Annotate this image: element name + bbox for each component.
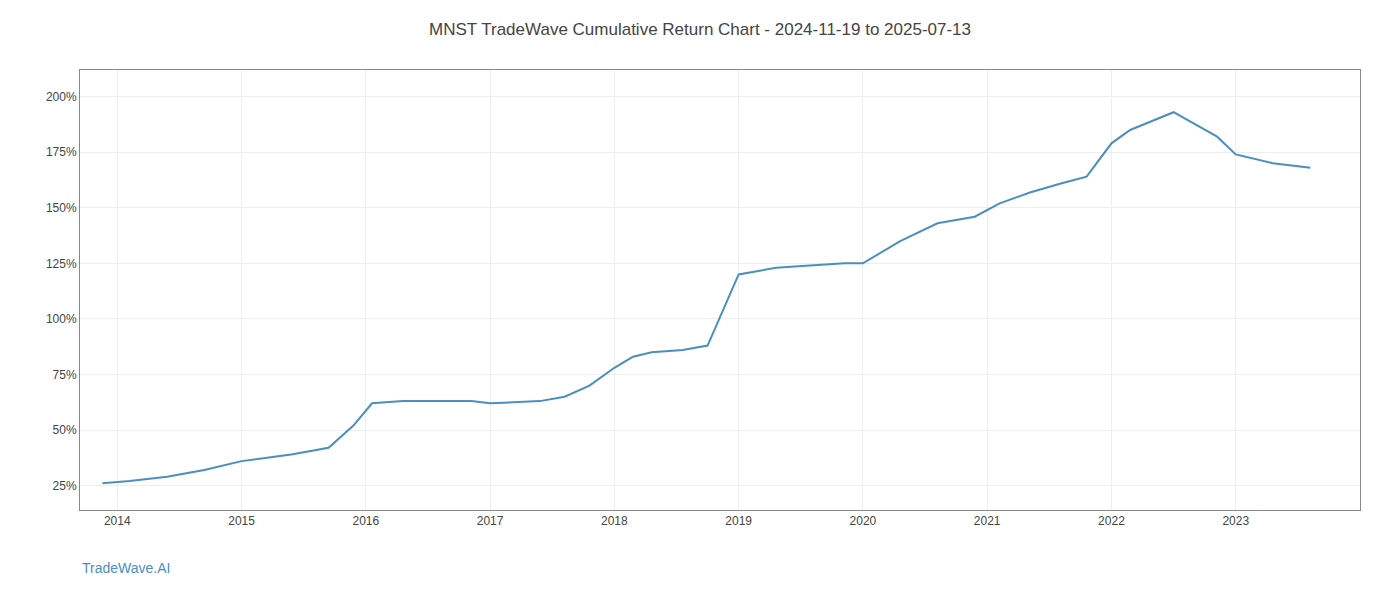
svg-text:75%: 75% — [53, 368, 77, 382]
svg-text:100%: 100% — [46, 312, 77, 326]
svg-text:2023: 2023 — [1222, 514, 1249, 528]
svg-text:2018: 2018 — [601, 514, 628, 528]
svg-text:200%: 200% — [46, 90, 77, 104]
svg-text:175%: 175% — [46, 145, 77, 159]
svg-text:2022: 2022 — [1098, 514, 1125, 528]
svg-text:2015: 2015 — [228, 514, 255, 528]
svg-text:2016: 2016 — [352, 514, 379, 528]
svg-text:2020: 2020 — [850, 514, 877, 528]
svg-text:2021: 2021 — [974, 514, 1001, 528]
svg-text:150%: 150% — [46, 201, 77, 215]
svg-text:2019: 2019 — [725, 514, 752, 528]
svg-text:25%: 25% — [53, 479, 77, 493]
svg-text:2014: 2014 — [104, 514, 131, 528]
svg-text:TradeWave.AI: TradeWave.AI — [82, 560, 170, 576]
svg-text:MNST TradeWave Cumulative Retu: MNST TradeWave Cumulative Return Chart -… — [429, 20, 971, 39]
svg-text:2017: 2017 — [477, 514, 504, 528]
svg-text:125%: 125% — [46, 257, 77, 271]
svg-text:50%: 50% — [53, 423, 77, 437]
